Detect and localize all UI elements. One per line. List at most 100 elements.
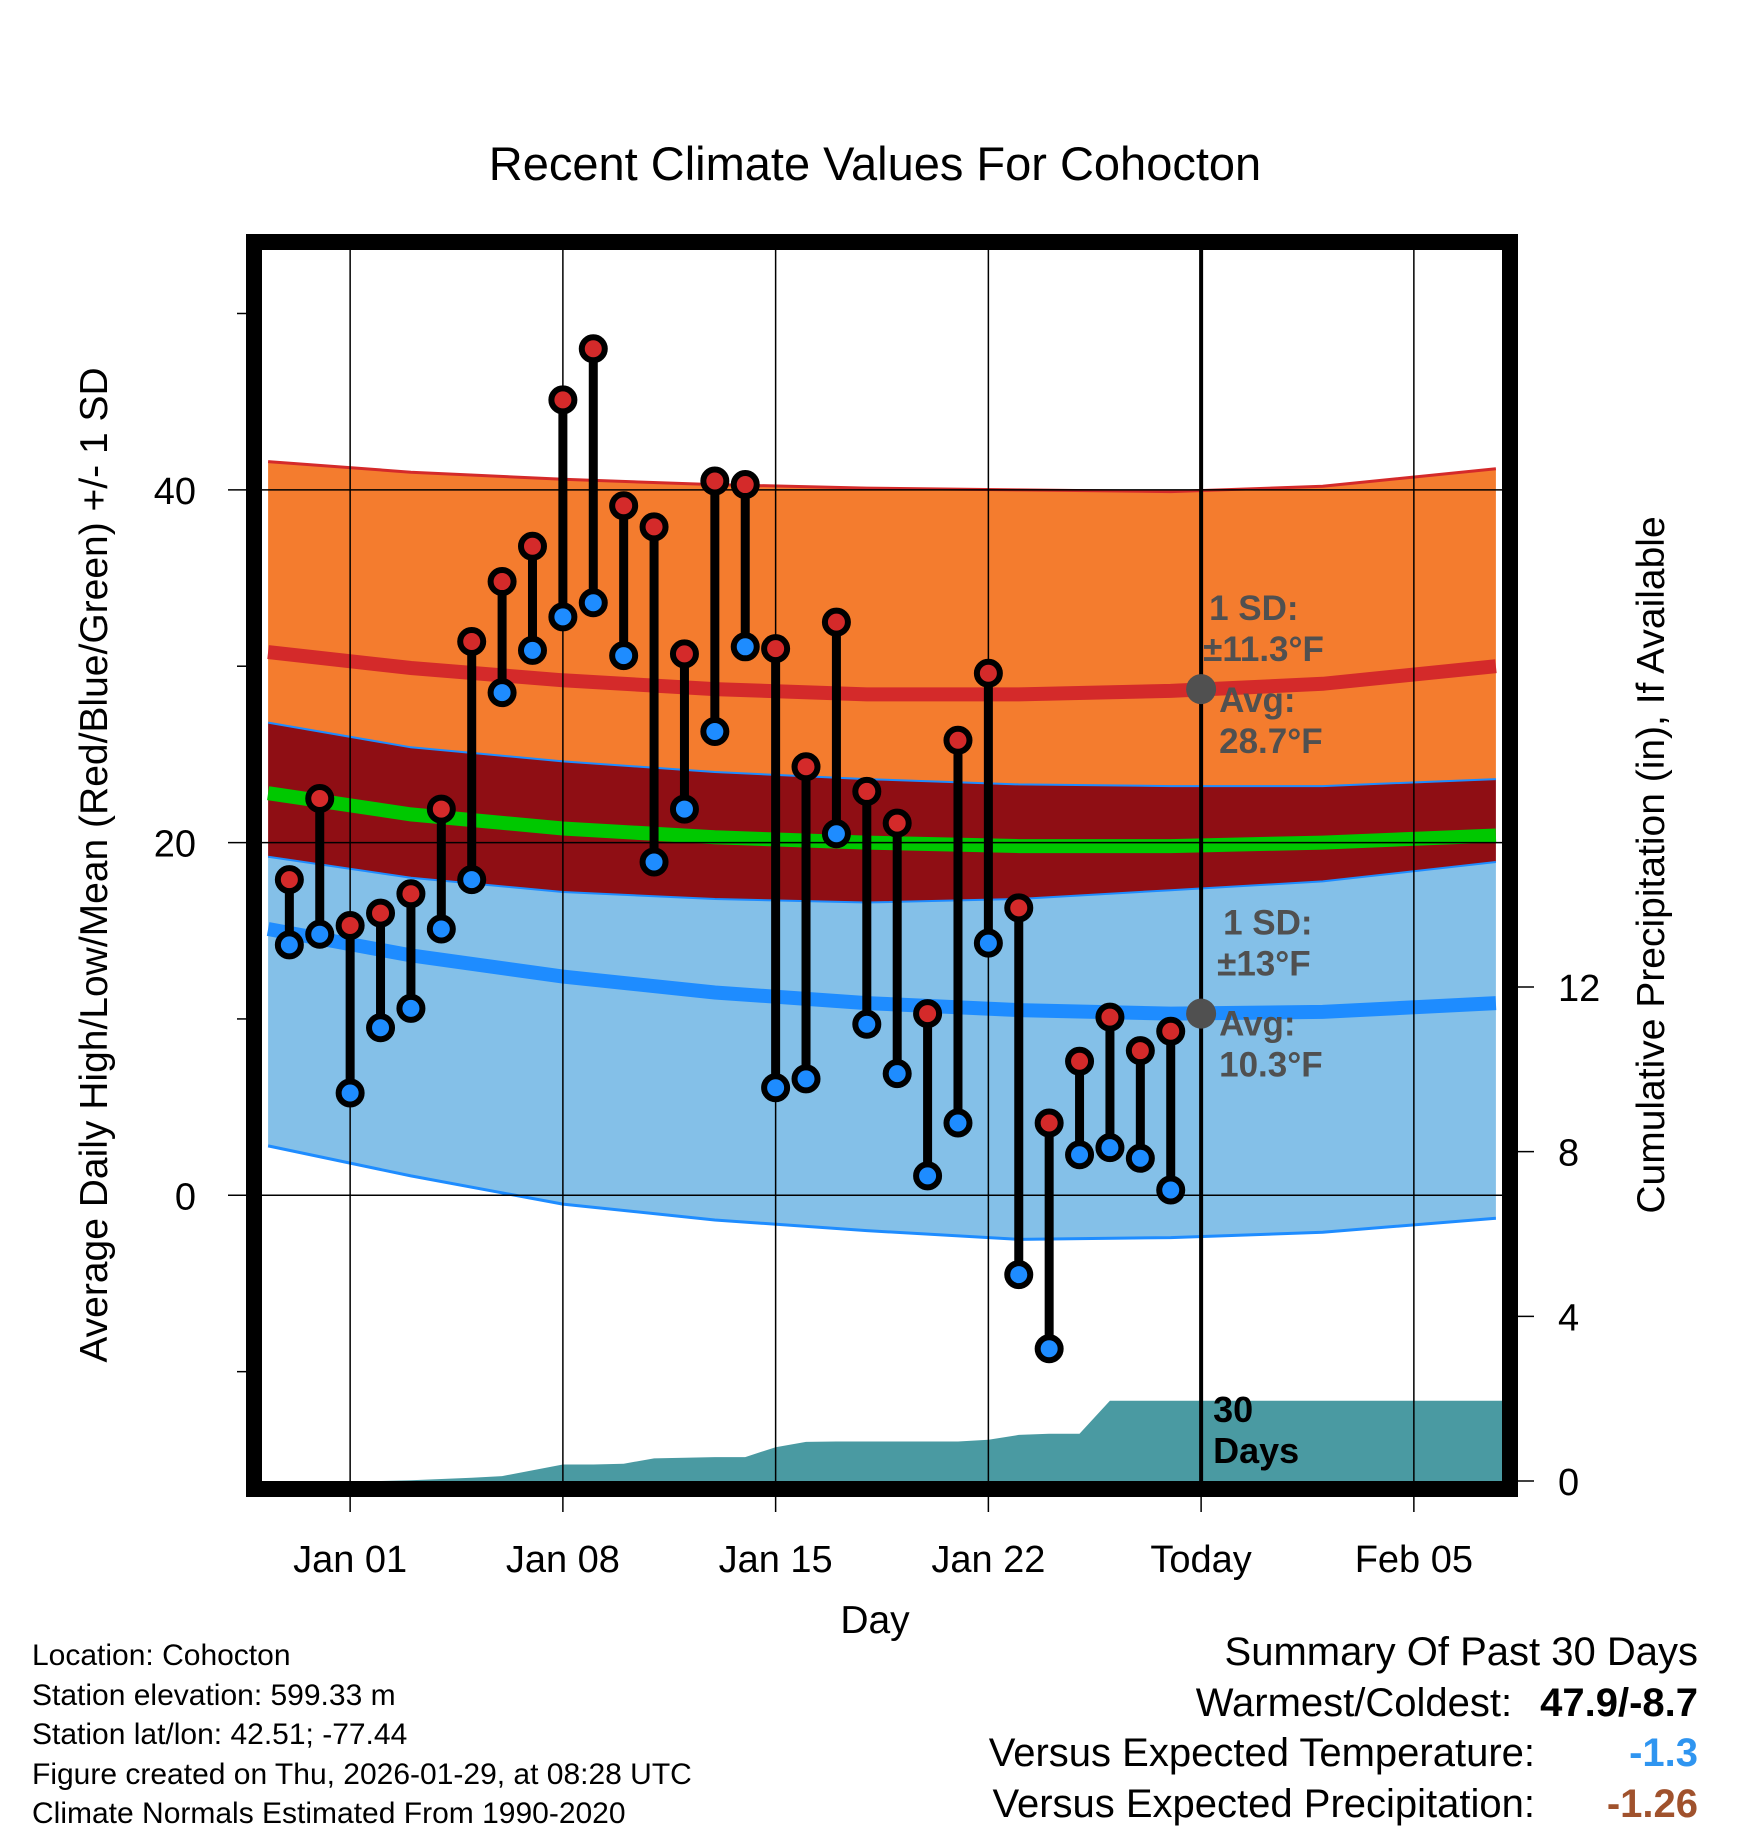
daily-high-marker bbox=[1034, 1108, 1064, 1138]
daily-high-marker bbox=[366, 898, 396, 928]
daily-low-marker bbox=[913, 1161, 943, 1191]
normals-text: Climate Normals Estimated From 1990-2020 bbox=[32, 1797, 626, 1830]
y2-tick-label: 0 bbox=[1558, 1462, 1579, 1504]
high-sd-value: ±11.3°F bbox=[1203, 630, 1324, 669]
daily-low-marker bbox=[1095, 1133, 1125, 1163]
precipitation-departure-label: Versus Expected Precipitation: bbox=[992, 1781, 1535, 1826]
warmest-coldest-label: Warmest/Coldest: bbox=[1195, 1680, 1513, 1725]
daily-low-marker bbox=[1004, 1260, 1034, 1290]
high-average-marker bbox=[1186, 674, 1217, 705]
daily-low-marker bbox=[578, 588, 608, 618]
daily-low-marker bbox=[761, 1073, 791, 1103]
daily-high-marker bbox=[700, 466, 730, 496]
daily-low-marker bbox=[609, 641, 639, 671]
daily-high-marker bbox=[791, 752, 821, 782]
between-band bbox=[268, 722, 1496, 903]
daily-high-marker bbox=[548, 385, 578, 415]
daily-low-marker bbox=[700, 716, 730, 746]
station-info: Location: Cohocton Station elevation: 59… bbox=[32, 1636, 692, 1834]
x-tick-label: Feb 05 bbox=[1355, 1539, 1473, 1581]
high-sd-label: 1 SD: bbox=[1209, 589, 1298, 628]
normal-bands bbox=[266, 460, 1497, 1241]
x-tick-label: Jan 22 bbox=[931, 1539, 1045, 1581]
daily-high-marker bbox=[396, 879, 426, 909]
low-lower-line bbox=[267, 1144, 1497, 1241]
x-tick-label: Jan 01 bbox=[293, 1539, 407, 1581]
axes: Jan 01 Jan 08 Jan 15 Jan 22 Today Feb 0502040… bbox=[154, 312, 1600, 1581]
daily-low-marker bbox=[1065, 1140, 1095, 1170]
precip-period-label-2: Days bbox=[1213, 1430, 1299, 1471]
daily-low-marker bbox=[335, 1078, 365, 1108]
daily-high-marker bbox=[578, 334, 608, 364]
low-avg-value: 10.3°F bbox=[1219, 1046, 1323, 1085]
daily-high-marker bbox=[761, 634, 791, 664]
daily-high-marker bbox=[274, 865, 304, 895]
daily-high-marker bbox=[1004, 893, 1034, 923]
location-text: Location: Cohocton bbox=[32, 1639, 291, 1672]
daily-high-marker bbox=[639, 512, 669, 542]
low-sd-label: 1 SD: bbox=[1223, 904, 1312, 943]
daily-high-marker bbox=[517, 531, 547, 561]
precipitation-departure-value: -1.26 bbox=[1606, 1781, 1698, 1826]
precipitation-area bbox=[262, 1400, 1502, 1481]
daily-low-marker bbox=[517, 635, 547, 665]
daily-low-marker bbox=[274, 930, 304, 960]
daily-high-marker bbox=[487, 567, 517, 597]
daily-low-marker bbox=[791, 1064, 821, 1094]
daily-high-marker bbox=[609, 491, 639, 521]
plot-border bbox=[246, 234, 1518, 1497]
y-tick-label: 20 bbox=[154, 824, 196, 866]
x-tick-label: Jan 15 bbox=[719, 1539, 833, 1581]
daily-low-marker bbox=[487, 678, 517, 708]
daily-low-marker bbox=[1156, 1175, 1186, 1205]
x-tick-label: Today bbox=[1150, 1539, 1251, 1581]
chart-title: Recent Climate Values For Cohocton bbox=[489, 137, 1261, 190]
daily-low-marker bbox=[1034, 1334, 1064, 1364]
daily-high-marker bbox=[1156, 1016, 1186, 1046]
daily-low-marker bbox=[973, 928, 1003, 958]
y2-tick-label: 12 bbox=[1558, 968, 1600, 1010]
high-average-line bbox=[267, 645, 1497, 702]
daily-high-marker bbox=[943, 725, 973, 755]
daily-high-marker bbox=[669, 639, 699, 669]
low-average-marker bbox=[1186, 998, 1217, 1029]
precipitation-departure-row: Versus Expected Precipitation: -1.26 bbox=[989, 1779, 1698, 1830]
daily-high-marker bbox=[1125, 1036, 1155, 1066]
plot-frame bbox=[246, 234, 1518, 1497]
temperature-departure-row: Versus Expected Temperature: -1.3 bbox=[989, 1728, 1698, 1779]
cumulative-precipitation-area bbox=[262, 1400, 1502, 1481]
y-axis-label: Average Daily High/Low/Mean (Red/Blue/Gr… bbox=[73, 367, 116, 1362]
daily-low-marker bbox=[396, 993, 426, 1023]
daily-high-low-bars bbox=[274, 334, 1186, 1364]
y-tick-label: 0 bbox=[175, 1176, 196, 1218]
daily-low-marker bbox=[426, 914, 456, 944]
low-sd-band bbox=[268, 856, 1496, 1240]
daily-low-marker bbox=[852, 1009, 882, 1039]
high-avg-label: Avg: bbox=[1219, 681, 1295, 720]
daily-high-marker bbox=[821, 607, 851, 637]
y2-tick-label: 8 bbox=[1558, 1133, 1579, 1175]
daily-low-marker bbox=[730, 632, 760, 662]
daily-high-marker bbox=[730, 470, 760, 500]
daily-low-marker bbox=[821, 819, 851, 849]
daily-low-marker bbox=[366, 1013, 396, 1043]
daily-high-marker bbox=[1095, 1002, 1125, 1032]
high-upper-line bbox=[267, 460, 1497, 494]
warmest-coldest-row: Warmest/Coldest: 47.9/-8.7 bbox=[989, 1678, 1698, 1729]
y-tick-label: 40 bbox=[154, 471, 196, 513]
daily-low-marker bbox=[639, 847, 669, 877]
daily-high-marker bbox=[973, 658, 1003, 688]
low-avg-label: Avg: bbox=[1219, 1005, 1295, 1044]
daily-high-marker bbox=[882, 808, 912, 838]
latlon-text: Station lat/lon: 42.51; -77.44 bbox=[32, 1718, 408, 1751]
created-text: Figure created on Thu, 2026-01-29, at 08… bbox=[32, 1757, 692, 1791]
daily-low-marker bbox=[943, 1108, 973, 1138]
high-avg-value: 28.7°F bbox=[1219, 722, 1323, 761]
daily-low-marker bbox=[669, 794, 699, 824]
precip-period-label-1: 30 bbox=[1213, 1389, 1253, 1430]
daily-low-marker bbox=[1125, 1143, 1155, 1173]
y2-axis-label: Cumulative Precipitation (in), If Availa… bbox=[1630, 516, 1673, 1213]
summary-title: Summary Of Past 30 Days bbox=[1224, 1630, 1698, 1674]
daily-low-marker bbox=[882, 1059, 912, 1089]
